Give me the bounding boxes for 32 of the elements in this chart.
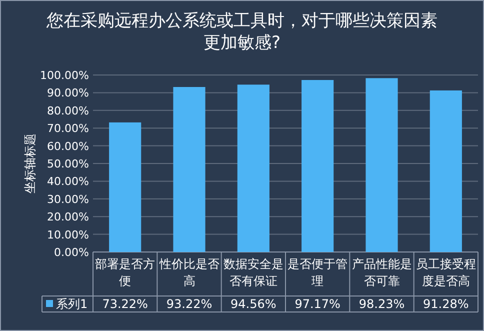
x-tick-label: 是否便于管理 [288,257,348,288]
legend-label: 系列1 [56,297,88,311]
y-tick-label: 30.00% [47,192,89,206]
y-tick-label: 40.00% [47,175,89,188]
data-label: 98.23% [358,297,405,311]
data-label: 94.56% [230,297,276,311]
y-tick-label: 80.00% [47,104,89,118]
x-tick-label: 员工接受程度是否高 [416,257,476,288]
y-axis-title: 坐标轴标题 [23,134,37,194]
y-tick-label: 90.00% [47,86,89,100]
chart-title: 您在采购远程办公系统或工具时，对于哪些决策因素更加敏感? [46,11,438,53]
bar [366,78,398,252]
data-label: 97.17% [294,297,340,311]
bar [237,84,270,252]
y-tick-label: 70.00% [47,122,89,136]
x-tick-label: 产品性能是否可靠 [352,257,412,288]
y-tick-label: 60.00% [47,140,89,153]
y-tick-label: 10.00% [47,228,89,242]
y-tick-label: 50.00% [47,158,89,170]
data-label: 91.28% [423,297,469,311]
y-tick-label: 0.00% [54,246,89,259]
data-label: 73.22% [102,297,148,311]
bar [430,90,462,252]
bar [109,122,142,252]
y-tick-label: 100.00% [40,69,89,82]
x-tick-label: 部署是否方便 [95,257,156,288]
x-tick-label: 性价比是否高 [158,257,220,288]
bar [302,80,334,252]
y-tick-label: 20.00% [47,210,89,224]
x-tick-label: 数据安全是否有保证 [223,257,284,288]
bar [173,87,206,252]
data-label: 93.22% [166,297,212,311]
